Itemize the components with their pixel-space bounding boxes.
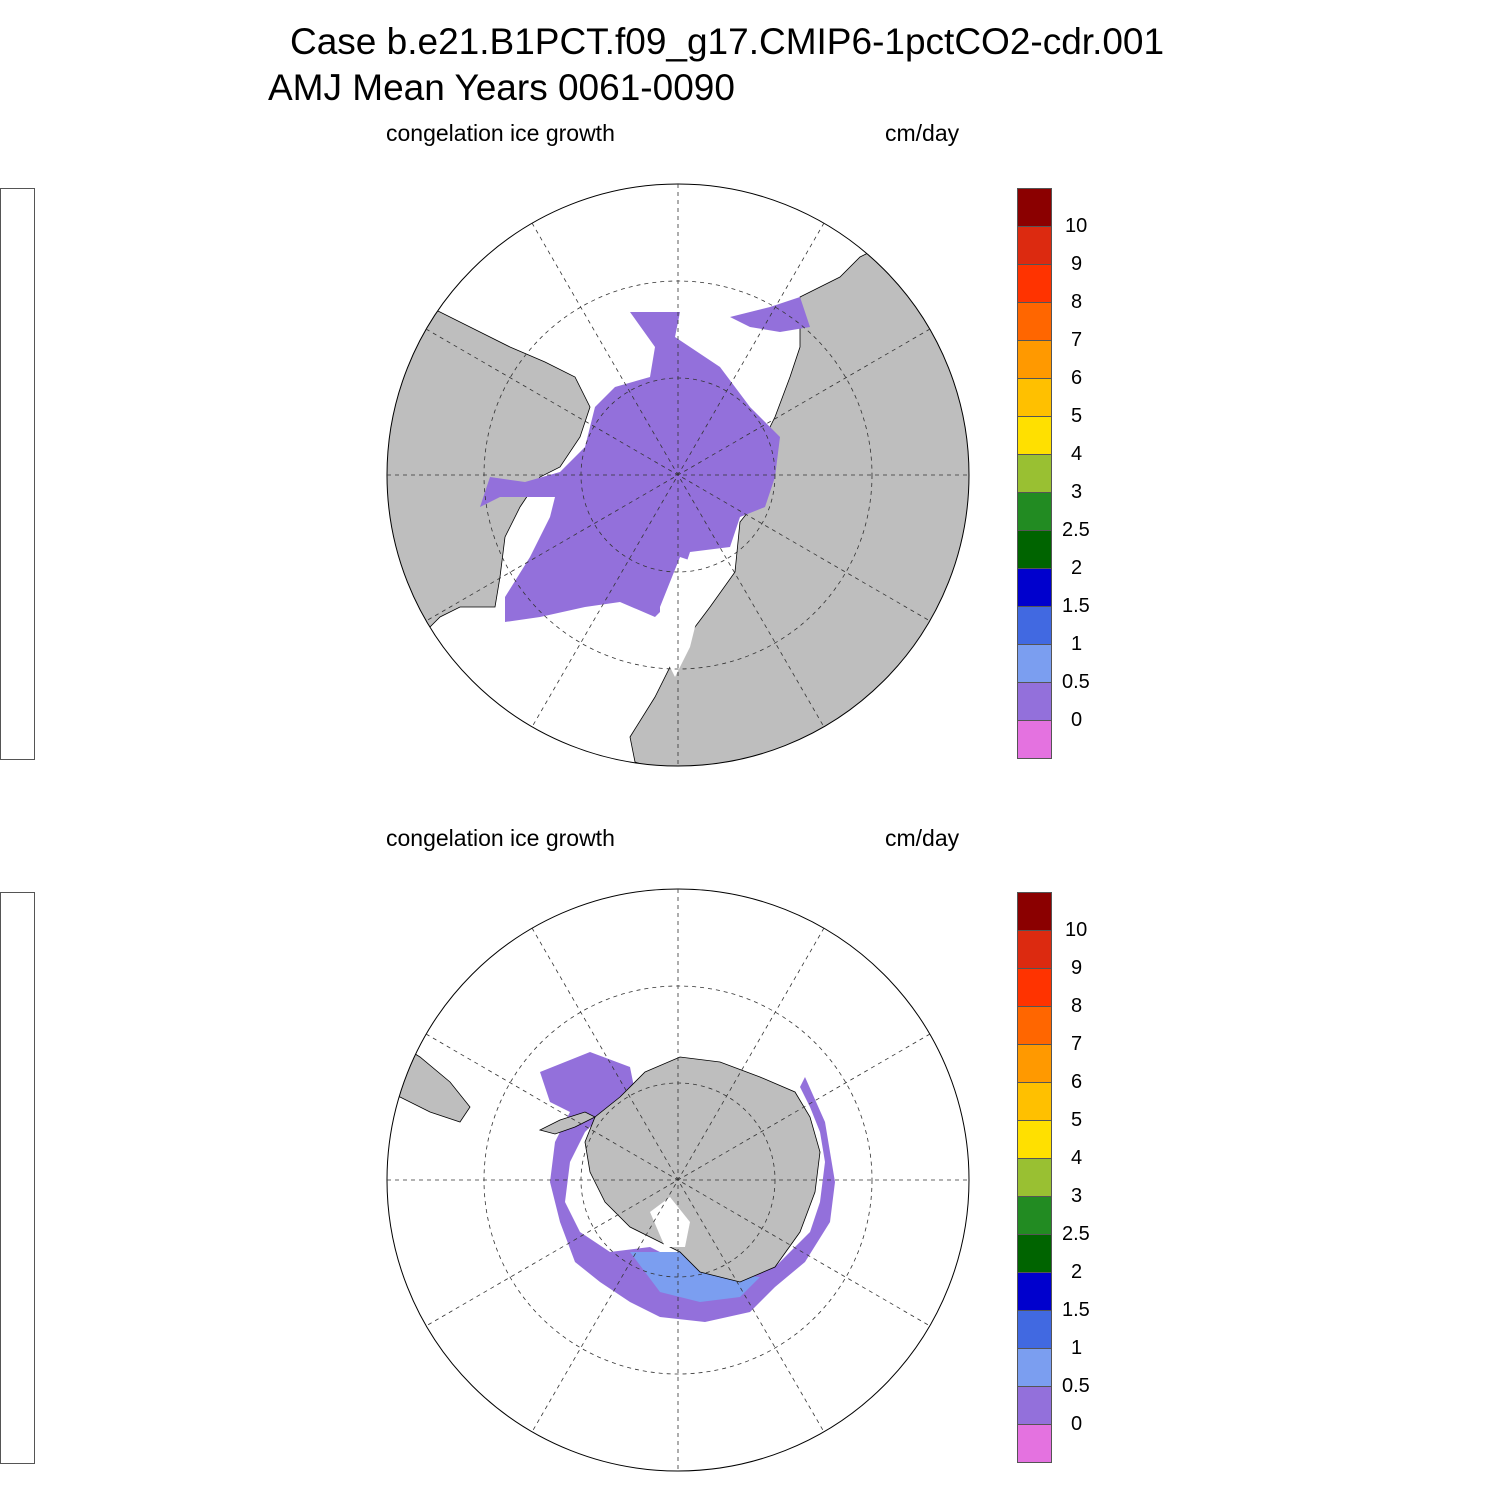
south-colorbar-swatch [1017, 1006, 1052, 1045]
south-units-label: cm/day [885, 825, 960, 851]
south-colorbar-label: 1.5 [1062, 1299, 1090, 1321]
south-colorbar-label: 8 [1071, 995, 1083, 1017]
north-colorbar-label: 0.5 [1062, 671, 1090, 693]
north-colorbar-swatch [1017, 720, 1052, 759]
south-open-water-ross [650, 1197, 690, 1247]
north-colorbar-swatch [1017, 340, 1052, 379]
north-colorbar-label: 6 [1071, 367, 1083, 389]
south-colorbar-frame [0, 892, 35, 1464]
north-colorbar-swatch [1017, 416, 1052, 455]
south-colorbar-label: 1 [1071, 1337, 1083, 1359]
south-colorbar-swatch [1017, 1196, 1052, 1235]
south-ice-growth-ring [540, 1052, 835, 1322]
north-colorbar-swatch [1017, 492, 1052, 531]
south-colorbar-swatch [1017, 968, 1052, 1007]
north-colorbar-label: 1.5 [1062, 595, 1090, 617]
south-colorbar-label: 2 [1071, 1261, 1083, 1283]
north-colorbar-label: 9 [1071, 253, 1083, 275]
north-colorbar-label: 8 [1071, 291, 1083, 313]
south-ice-growth-mid-band [630, 1252, 760, 1302]
south-colorbar-swatch [1017, 1386, 1052, 1425]
north-colorbar-swatch [1017, 188, 1052, 227]
south-colorbar-label: 2.5 [1062, 1223, 1090, 1245]
south-colorbar-swatch [1017, 1348, 1052, 1387]
south-land-antarctica [584, 1056, 821, 1283]
south-colorbar-swatch [1017, 1120, 1052, 1159]
north-left-label: congelation ice growth [386, 120, 615, 146]
south-polar-map [386, 888, 970, 1472]
south-land-peninsula [538, 1111, 596, 1135]
south-colorbar-swatch [1017, 892, 1052, 931]
north-colorbar-swatch [1017, 264, 1052, 303]
south-colorbar-swatch [1017, 1272, 1052, 1311]
south-colorbar-swatch [1017, 1158, 1052, 1197]
south-graticule [387, 889, 969, 1471]
south-colorbar-swatch [1017, 1044, 1052, 1083]
south-colorbar-label: 9 [1071, 957, 1083, 979]
title-case: Case b.e21.B1PCT.f09_g17.CMIP6-1pctCO2-c… [290, 21, 1165, 62]
north-colorbar-swatch [1017, 378, 1052, 417]
north-colorbar-label: 2.5 [1062, 519, 1090, 541]
south-colorbar-swatch [1017, 1234, 1052, 1273]
north-colorbar-label: 4 [1071, 443, 1083, 465]
north-colorbar-swatch [1017, 606, 1052, 645]
south-colorbar-label: 10 [1065, 919, 1088, 941]
south-colorbar-label: 7 [1071, 1033, 1083, 1055]
north-colorbar-swatch [1017, 302, 1052, 341]
south-colorbar-label: 4 [1071, 1147, 1083, 1169]
north-colorbar-swatch [1017, 530, 1052, 569]
north-units-label: cm/day [885, 120, 960, 146]
south-colorbar-label: 5 [1071, 1109, 1083, 1131]
north-colorbar-frame [0, 188, 35, 760]
south-colorbar-swatch [1017, 1082, 1052, 1121]
north-colorbar-label: 3 [1071, 481, 1083, 503]
south-colorbar-label: 3 [1071, 1185, 1083, 1207]
north-colorbar-label: 10 [1065, 215, 1088, 237]
north-colorbar-label: 1 [1071, 633, 1083, 655]
north-colorbar-label: 7 [1071, 329, 1083, 351]
south-left-label: congelation ice growth [386, 825, 615, 851]
north-colorbar-swatch [1017, 226, 1052, 265]
north-colorbar-swatch [1017, 568, 1052, 607]
north-ice-growth-region [480, 312, 780, 622]
north-colorbar-label: 5 [1071, 405, 1083, 427]
north-open-water-atlantic [660, 557, 710, 677]
north-colorbar-label: 2 [1071, 557, 1083, 579]
title-period: AMJ Mean Years 0061-0090 [268, 67, 735, 108]
north-polar-map [386, 183, 970, 767]
north-colorbar-swatch [1017, 454, 1052, 493]
south-colorbar-label: 0.5 [1062, 1375, 1090, 1397]
north-land-north-america [387, 296, 591, 648]
south-colorbar-label: 0 [1071, 1413, 1083, 1435]
north-colorbar-swatch [1017, 644, 1052, 683]
north-ice-growth-okhotsk [730, 297, 810, 332]
south-colorbar-swatch [1017, 930, 1052, 969]
south-colorbar-swatch [1017, 1310, 1052, 1349]
north-graticule [387, 184, 969, 766]
south-colorbar-label: 6 [1071, 1071, 1083, 1093]
south-colorbar-swatch [1017, 1424, 1052, 1463]
north-colorbar-swatch [1017, 682, 1052, 721]
north-colorbar-label: 0 [1071, 709, 1083, 731]
